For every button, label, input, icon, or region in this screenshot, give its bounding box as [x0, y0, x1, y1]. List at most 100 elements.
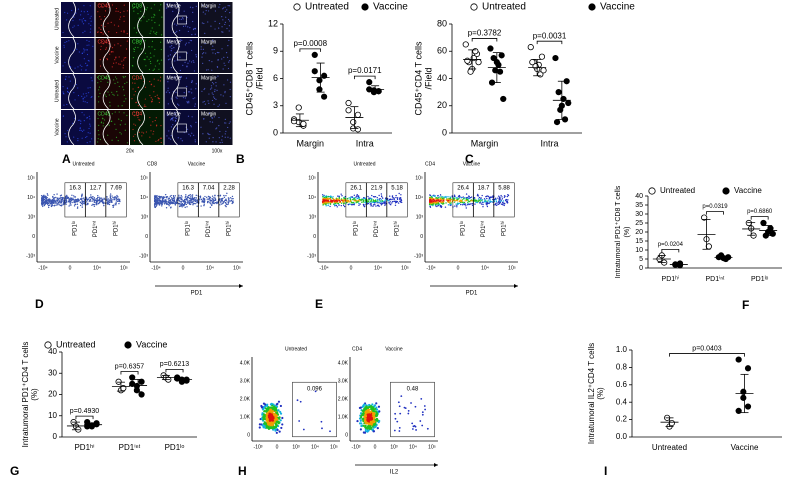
cell [222, 7, 225, 9]
event [323, 195, 325, 197]
channel-label: Margin [201, 75, 217, 81]
y-tick-label: 10⁴ [27, 195, 35, 201]
event [53, 202, 55, 205]
event [58, 204, 60, 206]
event [186, 197, 189, 199]
event [71, 201, 73, 204]
cell [151, 16, 153, 18]
cell [220, 94, 222, 96]
cell [81, 130, 84, 132]
event [46, 199, 49, 201]
y-tick-label: 0 [313, 234, 316, 240]
event [156, 194, 158, 197]
event [437, 204, 439, 207]
cell [193, 61, 195, 63]
x-tick-label: PD1ⁱⁿᵗ [706, 275, 725, 283]
event [162, 198, 164, 201]
p-value: p=0.3782 [468, 29, 502, 38]
event [478, 199, 480, 202]
cell [83, 51, 85, 53]
event [362, 405, 365, 408]
event [359, 406, 362, 409]
event [81, 193, 83, 195]
cell [134, 133, 136, 136]
event [269, 409, 272, 412]
cell [174, 113, 176, 116]
cell [83, 58, 85, 60]
x-tick-label: 0 [276, 444, 279, 450]
event [453, 199, 456, 202]
event [261, 424, 264, 427]
event [76, 203, 79, 205]
tumor-margin [102, 37, 111, 74]
event [183, 201, 185, 203]
channel-label: CD45 [98, 3, 111, 9]
cell [187, 62, 189, 64]
micrograph [61, 74, 95, 109]
cell [203, 100, 205, 103]
cell [205, 52, 207, 54]
cell [140, 40, 142, 42]
cell [157, 59, 159, 61]
cell [119, 132, 121, 134]
cell [148, 19, 150, 21]
event [375, 417, 378, 420]
event [438, 200, 441, 202]
cell [98, 86, 101, 88]
event [459, 196, 461, 198]
event [180, 197, 182, 200]
event [81, 204, 84, 206]
event [347, 203, 350, 206]
event [265, 404, 269, 407]
plot-title: Untreated [73, 161, 95, 167]
event [484, 199, 486, 201]
cell [208, 137, 210, 139]
cell [179, 18, 181, 20]
event [361, 418, 365, 421]
cell [137, 116, 139, 119]
cell [181, 140, 183, 142]
event [323, 202, 325, 205]
data-point [120, 385, 127, 392]
cell [119, 16, 122, 18]
significance-bracket [706, 211, 724, 215]
event [189, 194, 192, 196]
cell [154, 14, 156, 16]
cell [138, 131, 140, 133]
cell [149, 32, 151, 34]
event [271, 419, 275, 422]
cell [153, 85, 155, 87]
cell [146, 7, 148, 9]
event [487, 202, 489, 205]
cell [175, 91, 177, 93]
cell [150, 62, 152, 65]
cell [132, 135, 135, 137]
cell [168, 92, 171, 94]
event [183, 200, 185, 202]
event [75, 199, 78, 201]
cell [63, 44, 65, 46]
cell [111, 46, 114, 49]
cell [225, 16, 227, 18]
cell [170, 126, 173, 128]
event [158, 197, 160, 199]
event [456, 206, 458, 208]
event [42, 195, 45, 197]
event [376, 196, 378, 199]
cell [202, 62, 204, 64]
event [370, 200, 372, 203]
event [400, 198, 402, 200]
cell [106, 59, 109, 61]
event [90, 194, 92, 196]
event [163, 202, 165, 204]
x-tick-label: 10⁵ [508, 265, 516, 271]
cell [62, 91, 64, 93]
cell [63, 104, 65, 106]
event [273, 414, 276, 417]
cell [149, 80, 151, 83]
cell [102, 33, 104, 35]
y-axis-label: Intratumoral PD1⁺CD8 T cells [615, 185, 622, 278]
event [46, 196, 48, 199]
cell [156, 94, 158, 96]
cell [133, 48, 136, 51]
